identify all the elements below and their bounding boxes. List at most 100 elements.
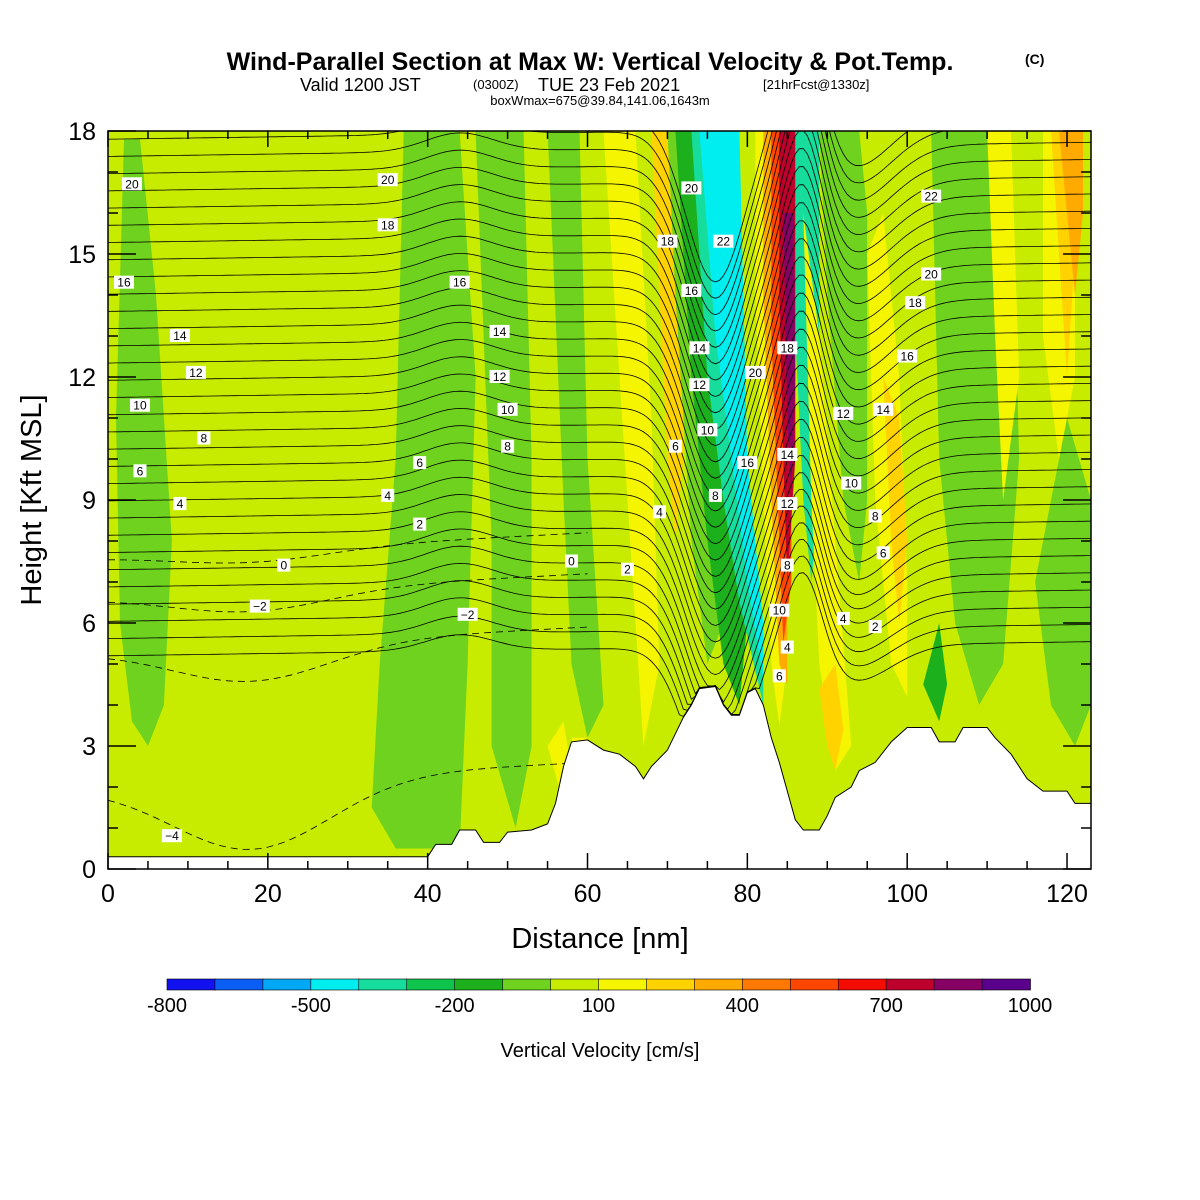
- colorbar-swatch: [214, 978, 264, 991]
- w-region-13: [699, 131, 764, 681]
- contour-label: 4: [780, 640, 794, 655]
- contour-label: 4: [173, 497, 187, 511]
- isentrope-line: [108, 256, 1091, 496]
- colorbar-swatch: [646, 978, 696, 991]
- contour-label-text: −4: [165, 829, 179, 843]
- contour-label: 16: [737, 456, 758, 470]
- contour-label: 2: [413, 517, 427, 532]
- contour-label-box: [833, 406, 854, 420]
- isentrope-line: [108, 131, 1091, 332]
- contour-label: 14: [689, 341, 710, 355]
- contour-label-box: [737, 456, 758, 470]
- isentrope-line: [108, 310, 1091, 545]
- isentrope-line: [108, 166, 1091, 414]
- isentrope-line: [108, 382, 1091, 610]
- contour-label-box: [836, 611, 850, 625]
- contour-label-text: −2: [461, 608, 475, 622]
- isentrope-line: [108, 505, 1091, 710]
- contour-label-text: 10: [133, 399, 147, 413]
- contour-label-box: [457, 607, 478, 621]
- contour-label-box: [780, 558, 794, 572]
- contour-label-box: [745, 365, 766, 379]
- contour-label-box: [689, 341, 710, 355]
- contour-label: 20: [377, 173, 398, 187]
- contour-label-box: [161, 829, 182, 843]
- contour-label-text: 2: [872, 620, 879, 634]
- isentrope-line: [108, 472, 1091, 691]
- contour-label-text: 8: [504, 440, 511, 454]
- contour-label-box: [113, 275, 134, 289]
- contour-label-text: 6: [776, 669, 783, 683]
- contour-label: 2: [868, 620, 882, 634]
- contour-label-text: 10: [501, 403, 515, 417]
- isentrope-line: [108, 572, 1091, 718]
- terrain: [108, 685, 1091, 869]
- contour-label: 10: [769, 603, 790, 618]
- y-tick-label: 3: [82, 733, 96, 761]
- colorbar-label: Vertical Velocity [cm/s]: [501, 1040, 700, 1062]
- contour-label-box: [668, 439, 682, 453]
- contour-label-text: 8: [201, 432, 208, 446]
- contour-label-text: 18: [781, 341, 795, 355]
- contour-label-text: 8: [784, 559, 791, 573]
- contour-label: 0: [277, 558, 291, 573]
- x-tick-label: 80: [733, 880, 761, 908]
- contour-label-box: [169, 329, 190, 342]
- contour-label-text: 18: [381, 218, 395, 232]
- contour-label-text: 6: [416, 456, 423, 470]
- colorbar-tick-label: 100: [582, 995, 615, 1017]
- contour-label-box: [249, 599, 270, 613]
- contour-label-box: [413, 517, 427, 531]
- contour-label-box: [377, 173, 398, 187]
- contour-label-text: 16: [117, 276, 131, 290]
- contour-label: 12: [489, 370, 510, 384]
- subtitle-utc: (0300Z): [473, 77, 519, 92]
- contour-label-text: 22: [717, 235, 731, 249]
- contour-label-box: [501, 439, 515, 453]
- w-region-1: [371, 131, 476, 849]
- contour-label: 14: [489, 324, 510, 339]
- y-tick-labels: 0 3 6 9 12 15 18: [68, 118, 96, 884]
- w-region-21: [819, 664, 844, 771]
- colorbar-swatch: [166, 978, 216, 991]
- contour-label-text: 0: [280, 559, 287, 573]
- x-tick-label: 0: [101, 880, 115, 908]
- contour-label: 12: [185, 365, 206, 380]
- contour-label: −2: [457, 607, 478, 622]
- contour-label-box: [708, 488, 722, 502]
- contour-label-text: 12: [189, 366, 203, 380]
- isentrope-line: [108, 346, 1091, 577]
- colorbar-swatch: [694, 978, 744, 991]
- contour-label-text: 18: [661, 235, 675, 249]
- contour-label-text: 12: [837, 407, 851, 421]
- contour-label-text: 4: [784, 641, 791, 655]
- contour-label: 4: [381, 488, 395, 503]
- contour-label-text: 20: [125, 177, 139, 191]
- contour-label: 8: [868, 509, 882, 523]
- contour-label-text: 6: [137, 464, 144, 478]
- colorbar-swatch: [454, 978, 504, 991]
- contour-label: 4: [652, 505, 666, 519]
- w-region-23: [883, 377, 908, 623]
- contour-label-text: 20: [749, 366, 763, 380]
- isentrope-line: [108, 131, 1091, 316]
- w-region-3: [547, 131, 604, 738]
- chart-title: Wind-Parallel Section at Max W: Vertical…: [227, 48, 954, 76]
- isentrope-line: [108, 436, 1091, 659]
- colorbar: [166, 978, 1031, 991]
- colorbar-swatch: [406, 978, 456, 991]
- contour-label-box: [652, 505, 666, 519]
- isentrope-dashed-line: [108, 532, 588, 564]
- isentrope-line: [108, 538, 1091, 715]
- contour-label: 22: [921, 189, 942, 204]
- contour-label: 10: [841, 476, 862, 491]
- isentrope-dashed-line: [108, 573, 588, 613]
- colorbar-swatch: [789, 978, 840, 991]
- contour-label-text: 10: [773, 604, 787, 618]
- contour-label-box: [565, 554, 579, 568]
- colorbar-swatch: [550, 978, 600, 991]
- contour-label-text: 4: [840, 612, 847, 626]
- contour-label-box: [769, 603, 790, 617]
- isentrope-line: [108, 274, 1091, 512]
